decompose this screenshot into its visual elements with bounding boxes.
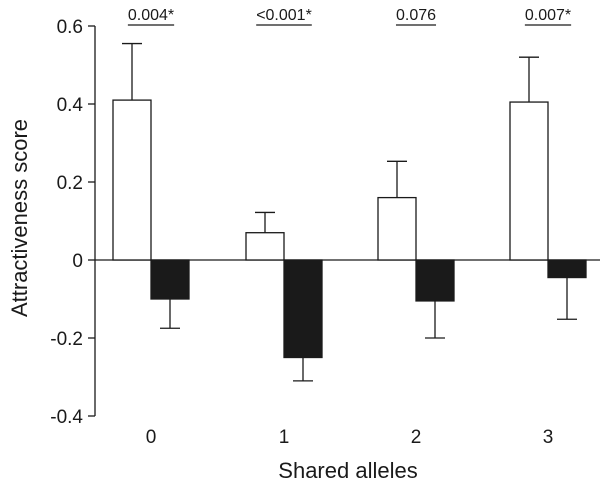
p-value-label: 0.076 — [396, 7, 436, 24]
p-value-label: 0.004* — [128, 7, 174, 24]
y-tick-label: -0.2 — [50, 329, 83, 350]
p-value-label: <0.001* — [256, 7, 312, 24]
y-tick-label: -0.4 — [50, 407, 83, 428]
bar-series-1-cat-1 — [245, 232, 285, 261]
bar-series-2-cat-0 — [150, 259, 190, 300]
p-value-label: 0.007* — [525, 7, 571, 24]
error-bars — [122, 42, 577, 382]
y-axis-ticks: -0.4 -0.2 0 0.2 0.4 0.6 — [50, 17, 95, 428]
bar-series-2-cat-3 — [547, 259, 587, 279]
p-value-annotations: 0.004* <0.001* 0.076 0.007* — [127, 7, 572, 26]
bar-series-1-cat-3 — [509, 101, 549, 261]
y-tick-label: 0.4 — [57, 95, 84, 116]
bar-series-2-cat-1 — [283, 259, 323, 359]
bar-series-1-cat-0 — [112, 99, 152, 261]
x-category-label: 2 — [411, 427, 422, 448]
x-axis-title: Shared alleles — [278, 458, 417, 483]
y-axis-title: Attractiveness score — [7, 119, 32, 317]
x-axis-category-labels: 0 1 2 3 — [146, 427, 554, 448]
y-tick-label: 0 — [72, 251, 83, 272]
x-category-label: 3 — [543, 427, 554, 448]
bar-series-2-cat-2 — [415, 259, 455, 302]
bars — [112, 99, 587, 359]
y-tick-label: 0.2 — [57, 173, 83, 194]
y-tick-label: 0.6 — [57, 17, 83, 38]
x-category-label: 0 — [146, 427, 157, 448]
x-category-label: 1 — [279, 427, 290, 448]
bar-series-1-cat-2 — [377, 196, 417, 261]
